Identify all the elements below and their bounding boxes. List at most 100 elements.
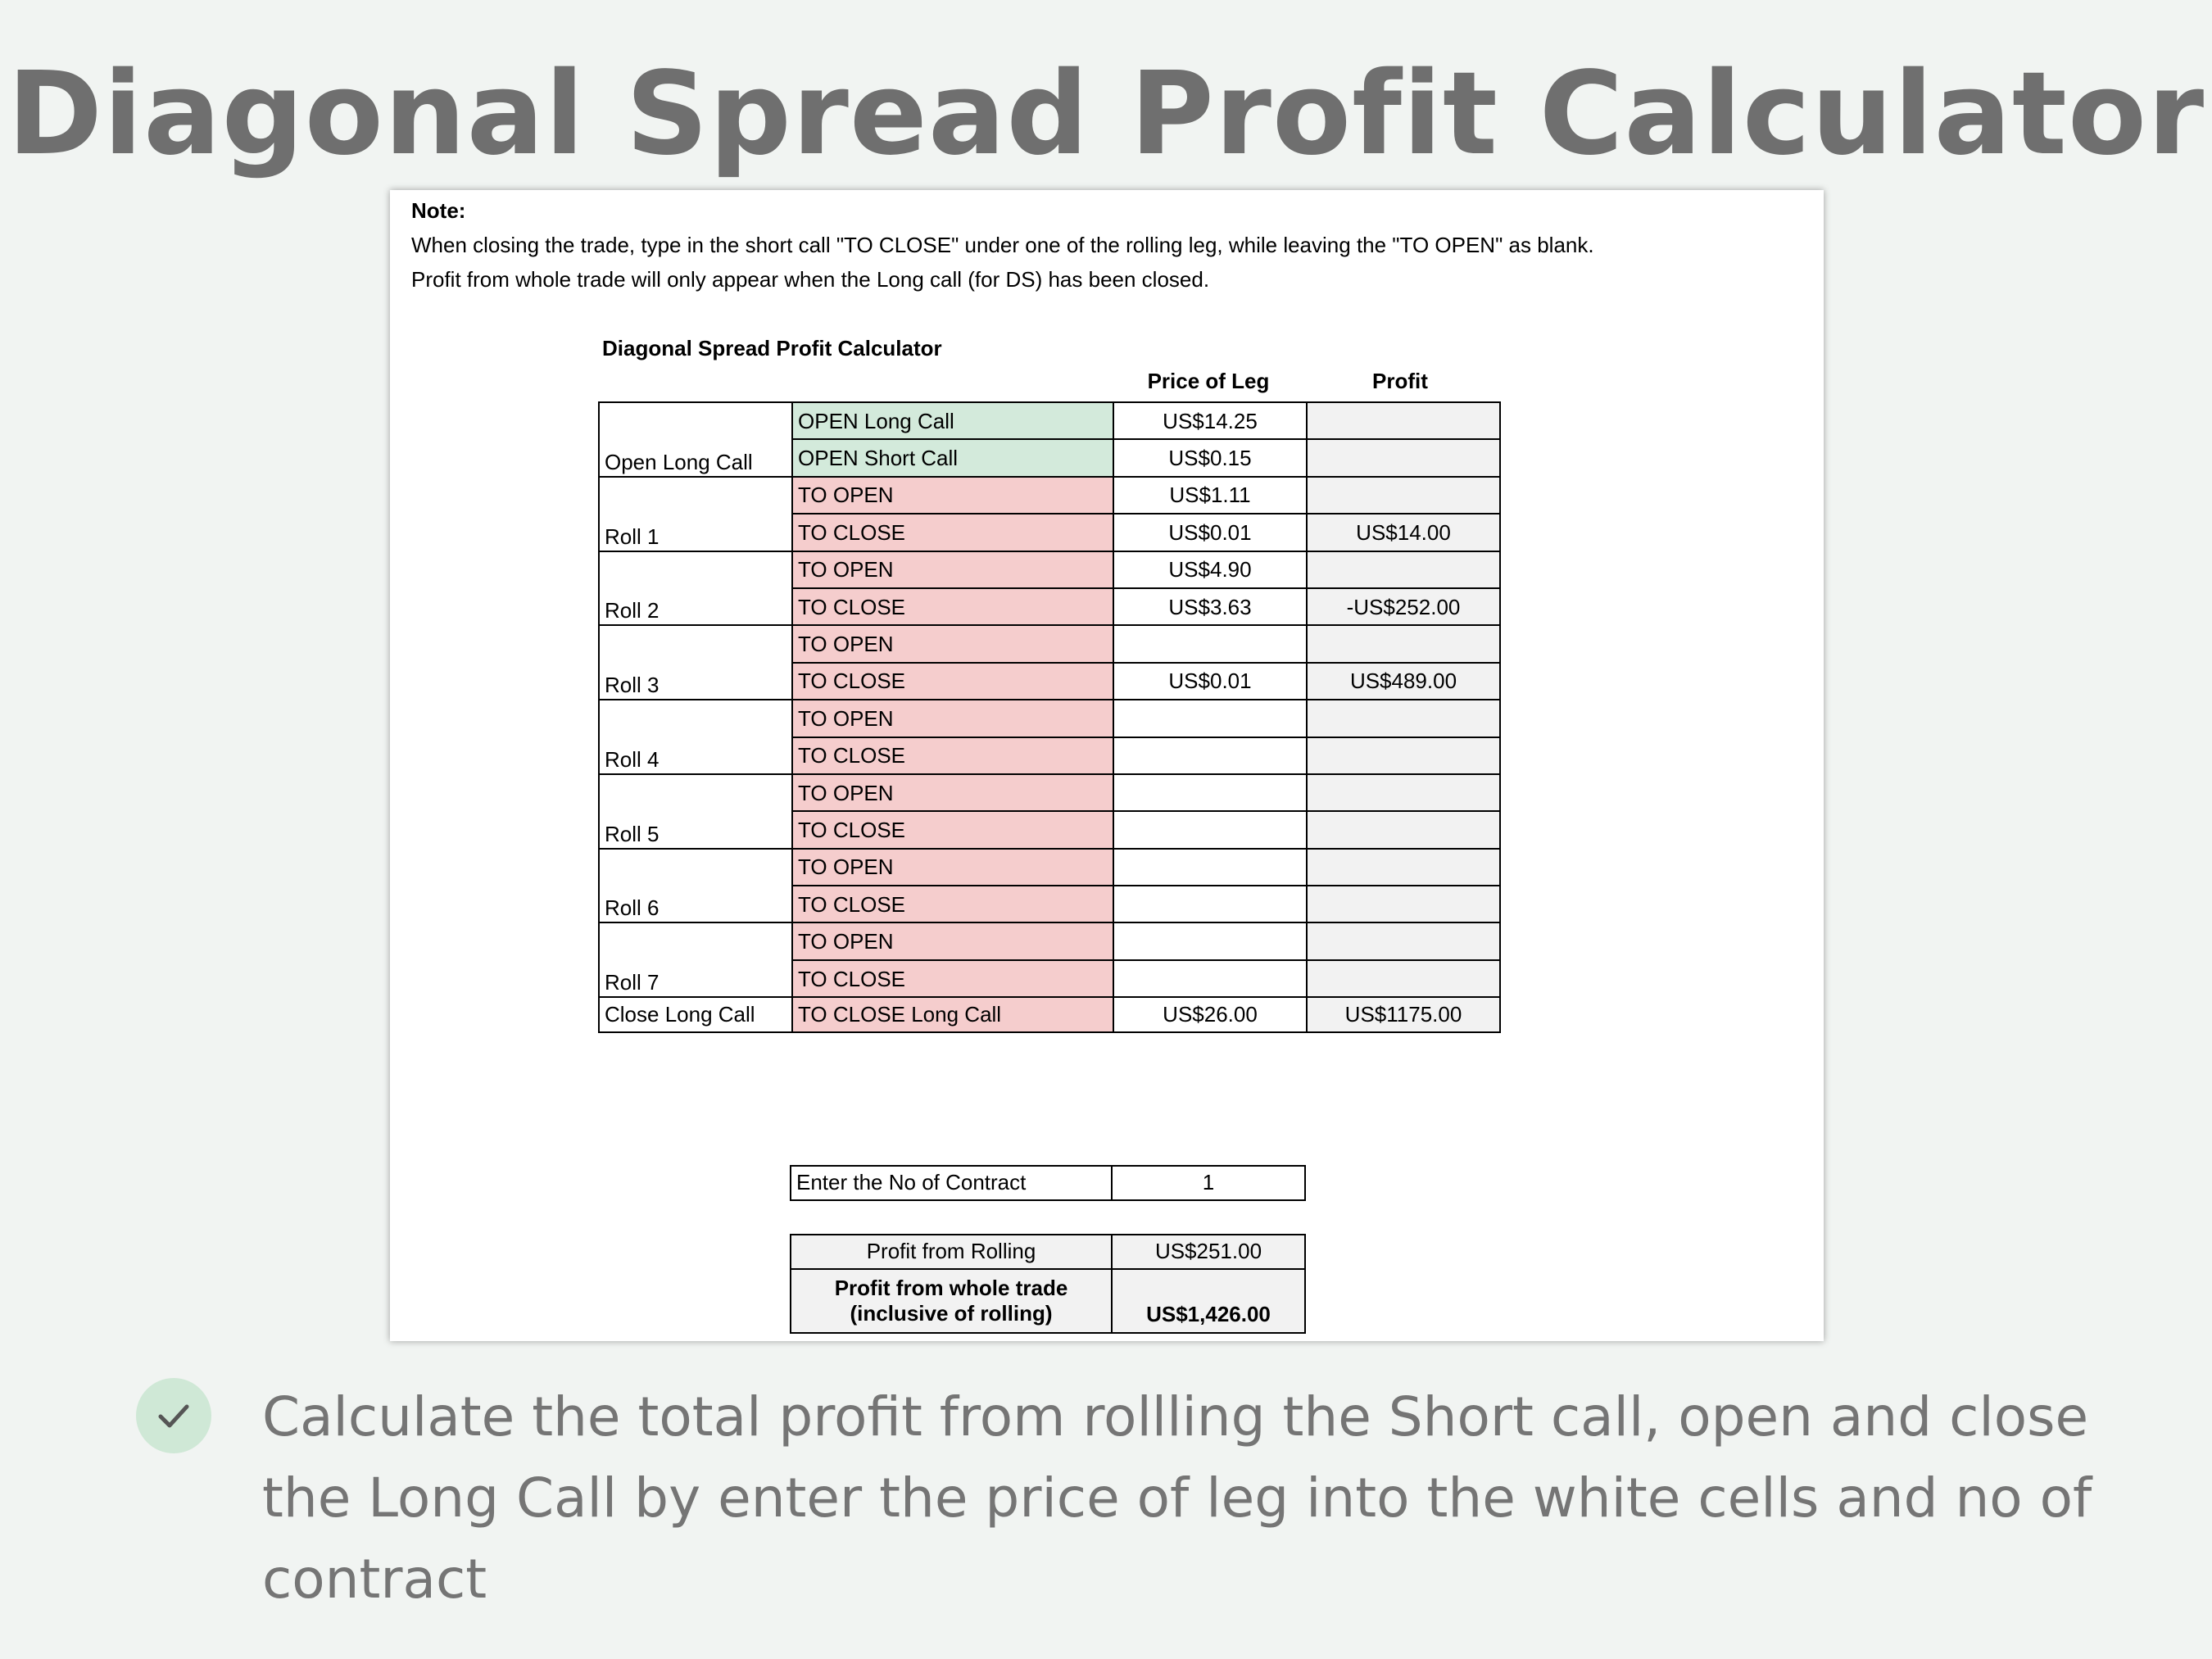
table-row: TO OPEN <box>598 773 1501 813</box>
profit-cell <box>1306 475 1501 515</box>
leg-label: TO CLOSE <box>791 885 1114 924</box>
price-cell[interactable] <box>1113 736 1308 775</box>
price-cell[interactable] <box>1113 699 1308 738</box>
leg-label: TO OPEN <box>791 550 1114 589</box>
leg-label: TO CLOSE <box>791 959 1114 999</box>
price-cell[interactable]: US$26.00 <box>1113 996 1308 1033</box>
table-row: Roll 1 TO CLOSE US$0.01 US$14.00 <box>598 513 1501 552</box>
profit-cell <box>1306 810 1501 850</box>
price-cell[interactable] <box>1113 810 1308 850</box>
group-label <box>598 625 793 663</box>
legs-table: OPEN Long Call US$14.25 Open Long Call O… <box>598 401 1501 1033</box>
contracts-input[interactable]: 1 <box>1111 1165 1306 1201</box>
price-cell[interactable] <box>1113 847 1308 887</box>
page-title: Diagonal Spread Profit Calculator <box>7 48 2205 181</box>
price-cell[interactable]: US$0.01 <box>1113 513 1308 552</box>
contracts-label: Enter the No of Contract <box>790 1165 1113 1201</box>
group-label <box>598 848 793 886</box>
profit-cell: US$489.00 <box>1306 661 1501 701</box>
note-line-1: When closing the trade, type in the shor… <box>411 233 1594 257</box>
check-icon <box>158 1404 189 1428</box>
table-row: Enter the No of Contract 1 <box>790 1165 1306 1201</box>
price-cell[interactable]: US$4.90 <box>1113 550 1308 589</box>
leg-label: TO CLOSE <box>791 810 1114 850</box>
table-row: TO OPEN <box>598 922 1501 961</box>
table-row: TO OPEN <box>598 847 1501 887</box>
group-label <box>598 922 793 960</box>
leg-label: TO CLOSE Long Call <box>791 996 1114 1033</box>
feature-description: Calculate the total profit from rollling… <box>262 1385 2092 1611</box>
group-label: Roll 7 <box>598 959 793 999</box>
table-row: Roll 7 TO CLOSE <box>598 959 1501 999</box>
profit-cell <box>1306 401 1501 441</box>
price-cell[interactable]: US$14.25 <box>1113 401 1308 441</box>
table-row: TO OPEN US$4.90 <box>598 550 1501 589</box>
table-row: Close Long Call TO CLOSE Long Call US$26… <box>598 996 1501 1033</box>
group-label: Roll 2 <box>598 587 793 627</box>
leg-label: TO CLOSE <box>791 587 1114 627</box>
table-row: OPEN Long Call US$14.25 <box>598 401 1501 441</box>
leg-label: TO CLOSE <box>791 736 1114 775</box>
table-row: TO OPEN <box>598 699 1501 738</box>
profit-cell: -US$252.00 <box>1306 587 1501 627</box>
price-of-leg-header: Price of Leg <box>1147 369 1270 393</box>
price-cell[interactable]: US$0.01 <box>1113 661 1308 701</box>
table-row: Profit from Rolling US$251.00 <box>790 1234 1306 1270</box>
group-label: Roll 3 <box>598 662 793 701</box>
table-row: Roll 2 TO CLOSE US$3.63 -US$252.00 <box>598 587 1501 627</box>
leg-label: OPEN Long Call <box>791 401 1114 441</box>
price-cell[interactable] <box>1113 773 1308 813</box>
leg-label: OPEN Short Call <box>791 438 1114 478</box>
profit-cell <box>1306 624 1501 664</box>
leg-label: TO OPEN <box>791 475 1114 515</box>
profit-cell <box>1306 922 1501 961</box>
results-table: Profit from Rolling US$251.00 Profit fro… <box>790 1234 1306 1334</box>
table-row: Roll 5 TO CLOSE <box>598 810 1501 850</box>
group-label <box>598 401 793 440</box>
table-row: Roll 3 TO CLOSE US$0.01 US$489.00 <box>598 661 1501 701</box>
leg-label: TO OPEN <box>791 624 1114 664</box>
leg-label: TO OPEN <box>791 922 1114 961</box>
table-row: Open Long Call OPEN Short Call US$0.15 <box>598 438 1501 478</box>
price-cell[interactable] <box>1113 885 1308 924</box>
calculator-title: Diagonal Spread Profit Calculator <box>602 336 942 360</box>
group-label: Open Long Call <box>598 439 793 478</box>
group-label: Roll 4 <box>598 737 793 775</box>
profit-cell <box>1306 699 1501 738</box>
group-label <box>598 700 793 737</box>
spreadsheet-screenshot: Note: When closing the trade, type in th… <box>390 190 1824 1341</box>
profit-header: Profit <box>1372 369 1428 393</box>
group-label <box>598 476 793 514</box>
profit-rolling-value: US$251.00 <box>1111 1234 1306 1270</box>
contracts-table: Enter the No of Contract 1 <box>790 1165 1306 1201</box>
leg-label: TO OPEN <box>791 847 1114 887</box>
check-badge <box>136 1378 211 1453</box>
price-cell[interactable]: US$0.15 <box>1113 438 1308 478</box>
price-cell[interactable] <box>1113 922 1308 961</box>
price-cell[interactable]: US$1.11 <box>1113 475 1308 515</box>
profit-cell <box>1306 773 1501 813</box>
price-cell[interactable]: US$3.63 <box>1113 587 1308 627</box>
price-cell[interactable] <box>1113 959 1308 999</box>
profit-whole-label-line2: (inclusive of rolling) <box>850 1301 1053 1326</box>
leg-label: TO CLOSE <box>791 661 1114 701</box>
price-cell[interactable] <box>1113 624 1308 664</box>
table-row: TO OPEN <box>598 624 1501 664</box>
profit-cell <box>1306 885 1501 924</box>
profit-cell <box>1306 736 1501 775</box>
profit-cell: US$1175.00 <box>1306 996 1501 1033</box>
profit-whole-label-line1: Profit from whole trade <box>834 1275 1068 1300</box>
profit-cell <box>1306 847 1501 887</box>
table-row: TO OPEN US$1.11 <box>598 475 1501 515</box>
group-label: Roll 1 <box>598 514 793 552</box>
note-line-2: Profit from whole trade will only appear… <box>411 267 1210 292</box>
profit-cell <box>1306 438 1501 478</box>
leg-label: TO OPEN <box>791 773 1114 813</box>
leg-label: TO OPEN <box>791 699 1114 738</box>
profit-whole-value: US$1,426.00 <box>1111 1268 1306 1334</box>
profit-whole-label: Profit from whole trade (inclusive of ro… <box>790 1268 1113 1334</box>
group-label: Roll 6 <box>598 886 793 924</box>
profit-cell: US$14.00 <box>1306 513 1501 552</box>
group-label <box>598 551 793 588</box>
table-row: Roll 4 TO CLOSE <box>598 736 1501 775</box>
